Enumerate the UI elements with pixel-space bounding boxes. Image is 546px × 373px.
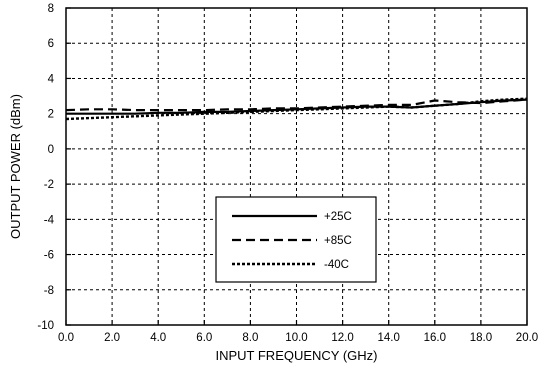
tick-labels: 0.0 2.0 4.0 6.0 8.0 10.0 12.0 14.0 16.0 18.0 20.0 8… [37,3,538,344]
x-tick-label: 2.0 [104,332,120,344]
legend-label: +25C [324,211,352,223]
y-tick-label: 0 [48,144,54,156]
x-tick-label: 20.0 [516,332,538,344]
y-tick-label: 4 [48,73,55,85]
x-tick-label: 14.0 [378,332,400,344]
y-tick-label: 8 [48,3,54,15]
y-tick-label: -8 [44,285,54,297]
legend-label: +85C [324,235,352,247]
y-tick-label: 6 [48,38,54,50]
y-tick-label: -2 [44,179,54,191]
y-tick-label: -4 [44,214,55,226]
x-tick-label: 10.0 [285,332,307,344]
x-axis-title: INPUT FREQUENCY (GHz) [215,348,377,363]
legend-label: -40C [324,259,349,271]
x-tick-label: 8.0 [242,332,258,344]
legend: +25C +85C -40C [215,196,377,283]
y-tick-label: 2 [48,109,54,121]
y-axis-title: OUTPUT POWER (dBm) [8,94,23,239]
x-tick-label: 6.0 [196,332,212,344]
series-line [65,97,528,121]
x-tick-label: 0.0 [58,332,74,344]
x-tick-label: 12.0 [331,332,353,344]
x-tick-label: 4.0 [150,332,166,344]
y-tick-label: -10 [37,320,54,332]
series-line [65,98,528,112]
series-layer [65,97,528,121]
x-tick-label: 16.0 [424,332,446,344]
x-tick-label: 18.0 [470,332,492,344]
y-tick-label: -6 [44,250,54,262]
